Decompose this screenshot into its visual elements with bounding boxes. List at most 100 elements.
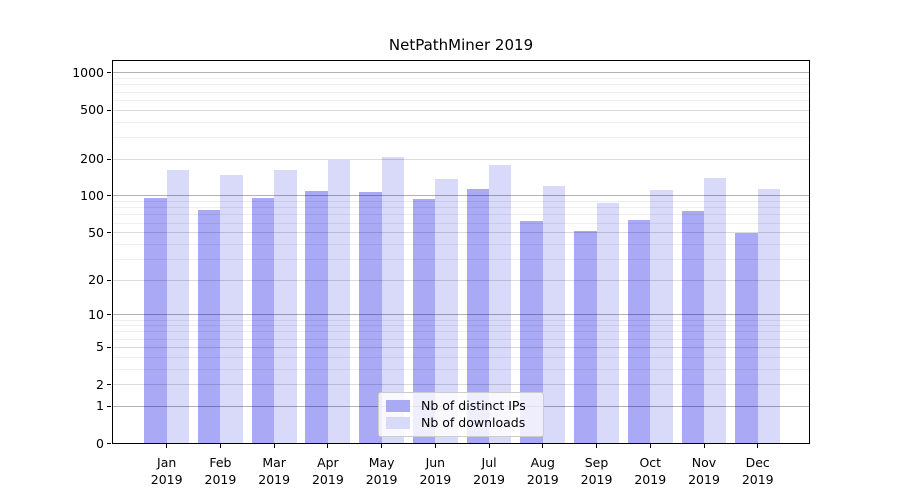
x-tick-mark-oct [649, 443, 651, 448]
y-tick-label-1000: 1000 [72, 64, 104, 80]
bar-jan-distinct-ips [144, 197, 167, 444]
gridline-minor [112, 319, 810, 321]
chart-title: NetPathMiner 2019 [388, 36, 534, 54]
x-tick-mark-feb [219, 443, 221, 448]
bar-apr-distinct-ips [305, 191, 328, 444]
y-tick-label-1: 1 [96, 398, 104, 414]
y-tick-mark-1000 [107, 72, 111, 74]
y-tick-label-2: 2 [96, 376, 104, 392]
y-tick-mark-50 [107, 232, 111, 234]
y-tick-label-500: 500 [80, 102, 104, 118]
bar-feb-distinct-ips [198, 209, 221, 444]
y-tick-mark-200 [107, 158, 111, 160]
x-tick-mark-nov [703, 443, 705, 448]
x-tick-mark-jul [488, 443, 490, 448]
y-tick-mark-0 [107, 443, 111, 444]
bar-may-distinct-ips [359, 192, 382, 444]
bar-jan-downloads [166, 169, 190, 444]
gridline-5 [112, 346, 810, 348]
x-tick-label-dec: Dec 2019 [741, 455, 774, 487]
legend-item-distinct-ips: Nb of distinct IPs [386, 398, 535, 414]
gridline-minor [112, 222, 810, 224]
x-tick-mark-sep [596, 443, 598, 448]
gridline-2 [112, 384, 810, 386]
gridline-50 [112, 232, 810, 234]
gridline-1000 [112, 72, 810, 74]
x-tick-mark-mar [273, 443, 275, 448]
y-tick-label-10: 10 [88, 306, 104, 322]
gridline-minor [112, 214, 810, 216]
bar-jul-distinct-ips [466, 189, 490, 444]
bar-feb-downloads [220, 175, 243, 444]
x-tick-label-jan: Jan 2019 [150, 455, 183, 487]
bar-may-downloads [381, 156, 404, 444]
bar-apr-downloads [327, 160, 351, 444]
y-tick-mark-20 [107, 279, 111, 281]
gridline-minor [112, 91, 810, 93]
y-tick-label-100: 100 [80, 187, 104, 203]
bar-mar-distinct-ips [251, 197, 275, 444]
bar-jun-distinct-ips [412, 199, 436, 444]
gridline-minor [112, 201, 810, 203]
y-tick-mark-100 [107, 195, 111, 197]
gridline-minor [112, 207, 810, 209]
x-tick-mark-jun [434, 443, 436, 448]
x-tick-label-mar: Mar 2019 [258, 455, 291, 487]
bar-dec-downloads [757, 189, 781, 444]
gridline-minor [112, 243, 810, 245]
gridline-minor [112, 368, 810, 370]
bar-nov-distinct-ips [681, 211, 704, 444]
bar-jun-downloads [435, 178, 458, 444]
gridline-100 [112, 195, 810, 197]
y-tick-mark-5 [107, 346, 111, 348]
x-tick-label-feb: Feb 2019 [204, 455, 237, 487]
y-tick-label-0: 0 [96, 435, 104, 451]
x-tick-mark-dec [757, 443, 759, 448]
gridline-minor [112, 338, 810, 340]
gridline-minor [112, 78, 810, 80]
gridline-200 [112, 158, 810, 160]
gridline-minor [112, 258, 810, 260]
bar-aug-downloads [542, 186, 566, 444]
gridline-minor [112, 325, 810, 327]
bar-oct-distinct-ips [627, 219, 651, 444]
legend-label-distinct-ips: Nb of distinct IPs [421, 398, 526, 413]
x-tick-mark-may [381, 443, 383, 448]
gridline-minor [112, 121, 810, 123]
y-tick-mark-500 [107, 109, 111, 111]
y-tick-mark-10 [107, 314, 111, 316]
gridline-500 [112, 109, 810, 111]
legend: Nb of distinct IPs Nb of downloads [378, 392, 544, 437]
gridline-minor [112, 136, 810, 138]
y-tick-label-200: 200 [80, 151, 104, 167]
gridline-minor [112, 84, 810, 86]
gridline-minor [112, 331, 810, 333]
x-tick-label-jun: Jun 2019 [419, 455, 452, 487]
x-tick-label-jul: Jul 2019 [473, 455, 505, 487]
bar-aug-distinct-ips [520, 221, 543, 444]
gridline-minor [112, 356, 810, 358]
x-tick-mark-aug [542, 443, 544, 448]
x-tick-label-aug: Aug 2019 [526, 455, 559, 487]
y-tick-mark-2 [107, 384, 111, 386]
x-tick-label-oct: Oct 2019 [634, 455, 667, 487]
x-tick-label-nov: Nov 2019 [688, 455, 720, 487]
x-tick-label-sep: Sep 2019 [580, 455, 613, 487]
x-tick-label-apr: Apr 2019 [311, 455, 344, 487]
legend-item-downloads: Nb of downloads [386, 415, 535, 431]
bar-dec-distinct-ips [735, 232, 758, 444]
x-tick-mark-jan [166, 443, 168, 448]
bar-oct-downloads [650, 189, 673, 444]
gridline-20 [112, 279, 810, 281]
bar-sep-downloads [596, 202, 619, 444]
legend-swatch-distinct-ips [386, 400, 410, 412]
y-tick-label-50: 50 [88, 224, 104, 240]
bar-sep-distinct-ips [574, 230, 597, 444]
bar-mar-downloads [274, 169, 297, 444]
x-tick-mark-apr [327, 443, 329, 448]
plot-area [112, 59, 810, 444]
legend-label-downloads: Nb of downloads [421, 415, 526, 430]
gridline-minor [112, 99, 810, 101]
gridline-10 [112, 314, 810, 316]
